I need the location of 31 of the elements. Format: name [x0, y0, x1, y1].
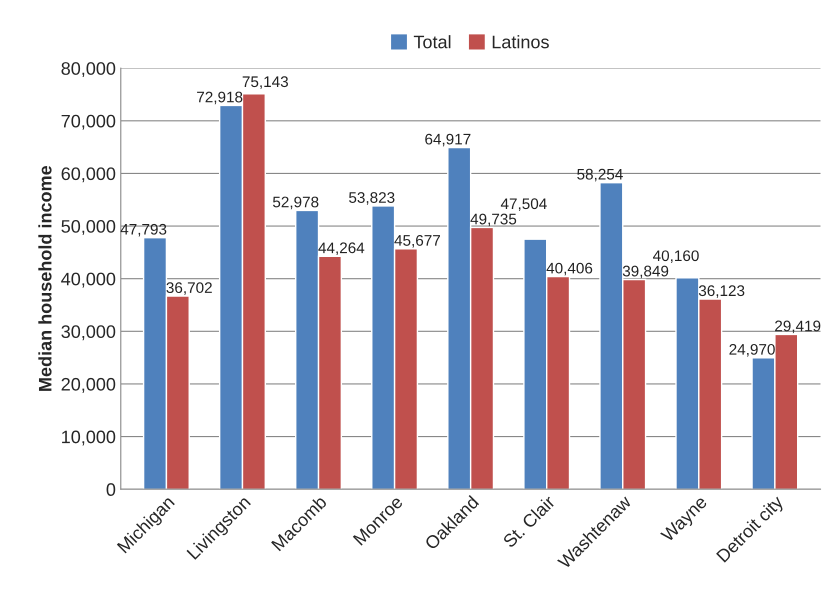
data-label: 47,504 [500, 198, 547, 211]
data-label: 40,160 [652, 250, 699, 263]
y-tick-label: 40,000 [61, 272, 116, 288]
data-label: 36,123 [698, 285, 744, 298]
y-tick-label: 0 [106, 483, 116, 496]
data-label: 36,702 [166, 282, 212, 295]
data-label: 47,793 [120, 224, 166, 236]
data-label: 72,918 [197, 92, 242, 104]
data-label: 49,735 [470, 214, 516, 226]
data-label: 29,419 [775, 320, 820, 334]
data-label: 64,917 [425, 134, 470, 146]
data-label: 39,849 [622, 266, 668, 278]
y-axis-title: Median household income [38, 166, 52, 391]
y-tick-label: 30,000 [61, 325, 116, 340]
data-label: 58,254 [577, 168, 623, 182]
legend-label: Total [414, 35, 450, 48]
data-label: 52,978 [272, 196, 318, 210]
data-label: 44,264 [318, 242, 364, 256]
legend-label: Latinos [492, 35, 549, 48]
y-tick-label: 80,000 [61, 62, 116, 78]
y-tick-label: 20,000 [62, 378, 116, 393]
y-tick-label: 10,000 [62, 430, 116, 446]
y-tick-label: 50,000 [61, 220, 116, 235]
y-tick-label: 70,000 [62, 114, 116, 130]
y-tick-label: 60,000 [62, 167, 116, 182]
data-label: 24,970 [729, 344, 775, 357]
data-label: 53,823 [349, 192, 394, 205]
data-label: 45,677 [394, 234, 440, 248]
data-label: 40,406 [546, 262, 592, 276]
x-tick-label: St. Clair [502, 494, 556, 548]
data-label: 75,143 [242, 76, 288, 89]
